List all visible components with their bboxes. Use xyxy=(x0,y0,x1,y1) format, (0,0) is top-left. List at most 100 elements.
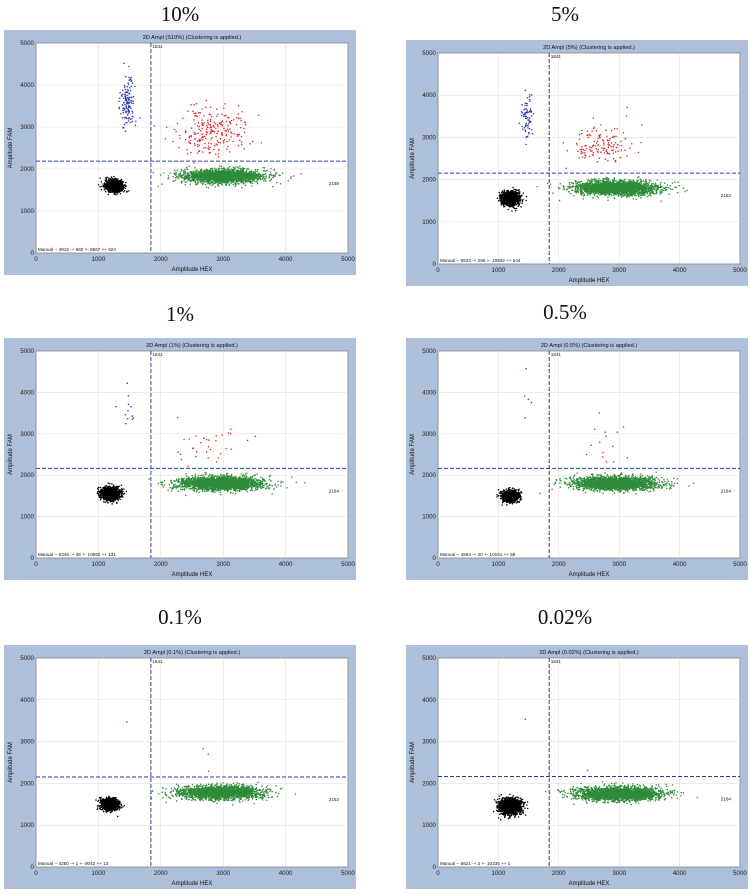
droplet-point xyxy=(160,174,162,176)
droplet-point xyxy=(124,104,126,106)
panel-10-percent: 10% 2D Ampl (S10%) (Clustering is applie… xyxy=(0,0,360,285)
droplet-point xyxy=(254,175,256,177)
droplet-point xyxy=(214,178,216,180)
droplet-point xyxy=(240,120,242,122)
droplet-point xyxy=(223,170,225,172)
droplet-point xyxy=(169,172,171,174)
droplet-point xyxy=(118,184,120,186)
droplet-point xyxy=(179,135,181,137)
droplet-point xyxy=(200,130,202,132)
droplet-point xyxy=(181,169,183,171)
droplet-point xyxy=(110,183,112,185)
droplet-point xyxy=(526,196,528,198)
droplet-point xyxy=(135,121,137,123)
droplet-point xyxy=(233,184,235,186)
droplet-point xyxy=(516,189,518,191)
droplet-point xyxy=(122,105,124,107)
droplet-point xyxy=(213,182,215,184)
droplet-point xyxy=(209,177,211,179)
droplet-point xyxy=(507,190,509,192)
droplet-point xyxy=(124,89,126,91)
droplet-point xyxy=(214,145,216,147)
droplet-point xyxy=(226,141,228,143)
droplet-point xyxy=(127,114,129,116)
droplet-point xyxy=(139,117,141,119)
droplet-point xyxy=(127,86,129,88)
threshold-x-label: 1841 xyxy=(152,44,163,49)
droplet-point xyxy=(197,146,199,148)
droplet-point xyxy=(111,186,113,188)
droplet-point xyxy=(207,126,209,128)
droplet-point xyxy=(117,193,119,195)
droplet-point xyxy=(275,172,277,174)
droplet-point xyxy=(201,122,203,124)
droplet-point xyxy=(255,169,257,171)
droplet-point xyxy=(135,124,137,126)
droplet-point xyxy=(234,174,236,176)
droplet-point xyxy=(266,175,268,177)
droplet-point xyxy=(517,205,519,207)
droplet-point xyxy=(121,182,123,184)
droplet-point xyxy=(125,105,127,107)
droplet-point xyxy=(191,127,193,129)
droplet-point xyxy=(206,186,208,188)
droplet-point xyxy=(274,169,276,171)
droplet-point xyxy=(183,180,185,182)
droplet-point xyxy=(251,182,253,184)
droplet-point xyxy=(233,167,235,169)
droplet-point xyxy=(211,137,213,139)
droplet-point xyxy=(229,177,231,179)
droplet-point xyxy=(498,200,500,202)
droplet-point xyxy=(243,171,245,173)
droplet-point xyxy=(500,202,502,204)
droplet-point xyxy=(118,108,120,110)
droplet-point xyxy=(124,190,126,192)
droplet-point xyxy=(239,140,241,142)
droplet-point xyxy=(227,125,229,127)
y-tick-label: 5000 xyxy=(422,50,436,57)
droplet-point xyxy=(221,132,223,134)
droplet-point xyxy=(210,120,212,122)
droplet-point xyxy=(175,173,177,175)
droplet-point xyxy=(219,177,221,179)
droplet-point xyxy=(123,102,125,104)
droplet-point xyxy=(165,138,167,140)
droplet-point xyxy=(132,112,134,114)
droplet-point xyxy=(122,117,124,119)
droplet-point xyxy=(229,171,231,173)
droplet-point xyxy=(245,176,247,178)
droplet-point xyxy=(180,171,182,173)
droplet-point xyxy=(200,112,202,114)
droplet-point xyxy=(212,184,214,186)
droplet-point xyxy=(229,180,231,182)
droplet-point xyxy=(203,115,205,117)
droplet-point xyxy=(224,168,226,170)
droplet-point xyxy=(123,98,125,100)
droplet-point xyxy=(229,122,231,124)
droplet-point xyxy=(257,169,259,171)
droplet-point xyxy=(111,179,113,181)
droplet-point xyxy=(232,177,234,179)
droplet-point xyxy=(119,182,121,184)
droplet-point xyxy=(198,181,200,183)
droplet-point xyxy=(210,138,212,140)
droplet-point xyxy=(177,178,179,180)
droplet-point xyxy=(189,184,191,186)
droplet-point xyxy=(229,151,231,153)
droplet-point xyxy=(208,142,210,144)
droplet-point xyxy=(501,192,503,194)
x-tick-label: 3000 xyxy=(612,267,626,274)
droplet-point xyxy=(192,172,194,174)
droplet-point xyxy=(241,187,243,189)
droplet-point xyxy=(221,170,223,172)
droplet-point xyxy=(518,189,520,191)
droplet-point xyxy=(98,184,100,186)
droplet-point xyxy=(198,179,200,181)
droplet-point xyxy=(513,189,515,191)
droplet-point xyxy=(116,179,118,181)
droplet-point xyxy=(202,173,204,175)
droplet-point xyxy=(234,172,236,174)
droplet-point xyxy=(218,131,220,133)
droplet-point xyxy=(132,102,134,104)
x-tick-label: 2000 xyxy=(552,267,566,274)
